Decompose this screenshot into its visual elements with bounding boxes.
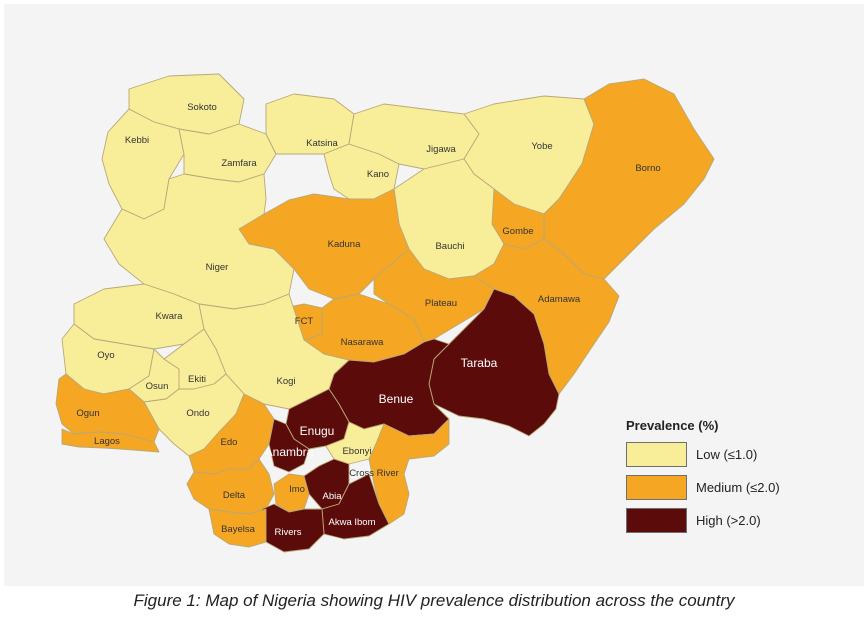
state-label-lagos: Lagos [94,436,120,447]
state-label-niger: Niger [206,262,229,273]
state-label-adamawa: Adamawa [538,294,581,305]
state-label-oyo: Oyo [97,350,114,361]
state-region-borno [543,78,715,280]
state-label-delta: Delta [223,490,246,501]
legend-item-medium: Medium (≤2.0) [626,474,846,501]
legend-label-low: Low (≤1.0) [696,447,758,462]
state-region-bayelsa [208,508,267,548]
state-label-ogun: Ogun [76,408,99,419]
state-label-kwara: Kwara [156,311,184,322]
state-label-sokoto: Sokoto [187,102,217,113]
legend: Prevalence (%) Low (≤1.0) Medium (≤2.0) … [626,418,846,540]
legend-label-medium: Medium (≤2.0) [696,480,780,495]
state-region-akwa-ibom [321,473,390,540]
state-label-cross-river: Cross River [349,468,399,479]
legend-swatch-high [626,508,687,533]
state-labels: Sokoto Kebbi Zamfara Katsina Kano Jigawa Yobe B… [76,102,660,538]
state-label-edo: Edo [221,437,238,448]
state-label-taraba: Taraba [461,356,498,370]
state-label-ebonyi: Ebonyi [342,446,371,457]
legend-swatch-medium [626,475,687,500]
state-label-borno: Borno [635,163,660,174]
legend-item-low: Low (≤1.0) [626,441,846,468]
state-label-gombe: Gombe [502,226,533,237]
state-region-lagos [61,428,160,453]
map-panel: Sokoto Kebbi Zamfara Katsina Kano Jigawa Yobe B… [4,4,864,586]
state-region-delta [186,458,275,515]
state-region-cross-river [368,418,450,525]
state-regions [55,73,715,553]
legend-label-high: High (>2.0) [696,513,761,528]
state-label-katsina: Katsina [306,138,338,149]
state-label-ekiti: Ekiti [188,374,206,385]
state-label-abia: Abia [322,491,342,502]
state-label-rivers: Rivers [275,527,302,538]
legend-item-high: High (>2.0) [626,507,846,534]
state-label-akwa-ibom: Akwa Ibom [329,517,376,528]
state-label-bayelsa: Bayelsa [221,524,256,535]
state-region-anambra [268,418,310,473]
nigeria-map: Sokoto Kebbi Zamfara Katsina Kano Jigawa Yobe B… [55,73,715,553]
state-label-enugu: Enugu [300,424,335,438]
state-region-imo [273,473,310,513]
figure-caption: Figure 1: Map of Nigeria showing HIV pre… [133,591,735,610]
state-label-ondo: Ondo [186,408,209,419]
state-region-ogun [55,373,160,443]
state-label-bauchi: Bauchi [435,241,464,252]
state-label-benue: Benue [379,392,414,406]
state-label-zamfara: Zamfara [221,158,257,169]
legend-swatch-low [626,442,687,467]
state-label-kogi: Kogi [276,376,295,387]
state-label-imo: Imo [289,484,305,495]
state-label-anambra: Anambra [265,445,314,459]
state-region-zamfara [178,123,277,183]
state-label-plateau: Plateau [425,298,457,309]
state-label-kebbi: Kebbi [125,135,149,146]
state-label-jigawa: Jigawa [426,144,456,155]
state-label-yobe: Yobe [531,141,552,152]
state-label-nasarawa: Nasarawa [341,337,384,348]
state-label-fct: FCT [295,316,314,327]
state-label-osun: Osun [146,381,169,392]
state-label-kaduna: Kaduna [328,239,361,250]
legend-title: Prevalence (%) [626,418,719,433]
state-region-rivers [261,503,325,553]
state-label-kano: Kano [367,169,389,180]
